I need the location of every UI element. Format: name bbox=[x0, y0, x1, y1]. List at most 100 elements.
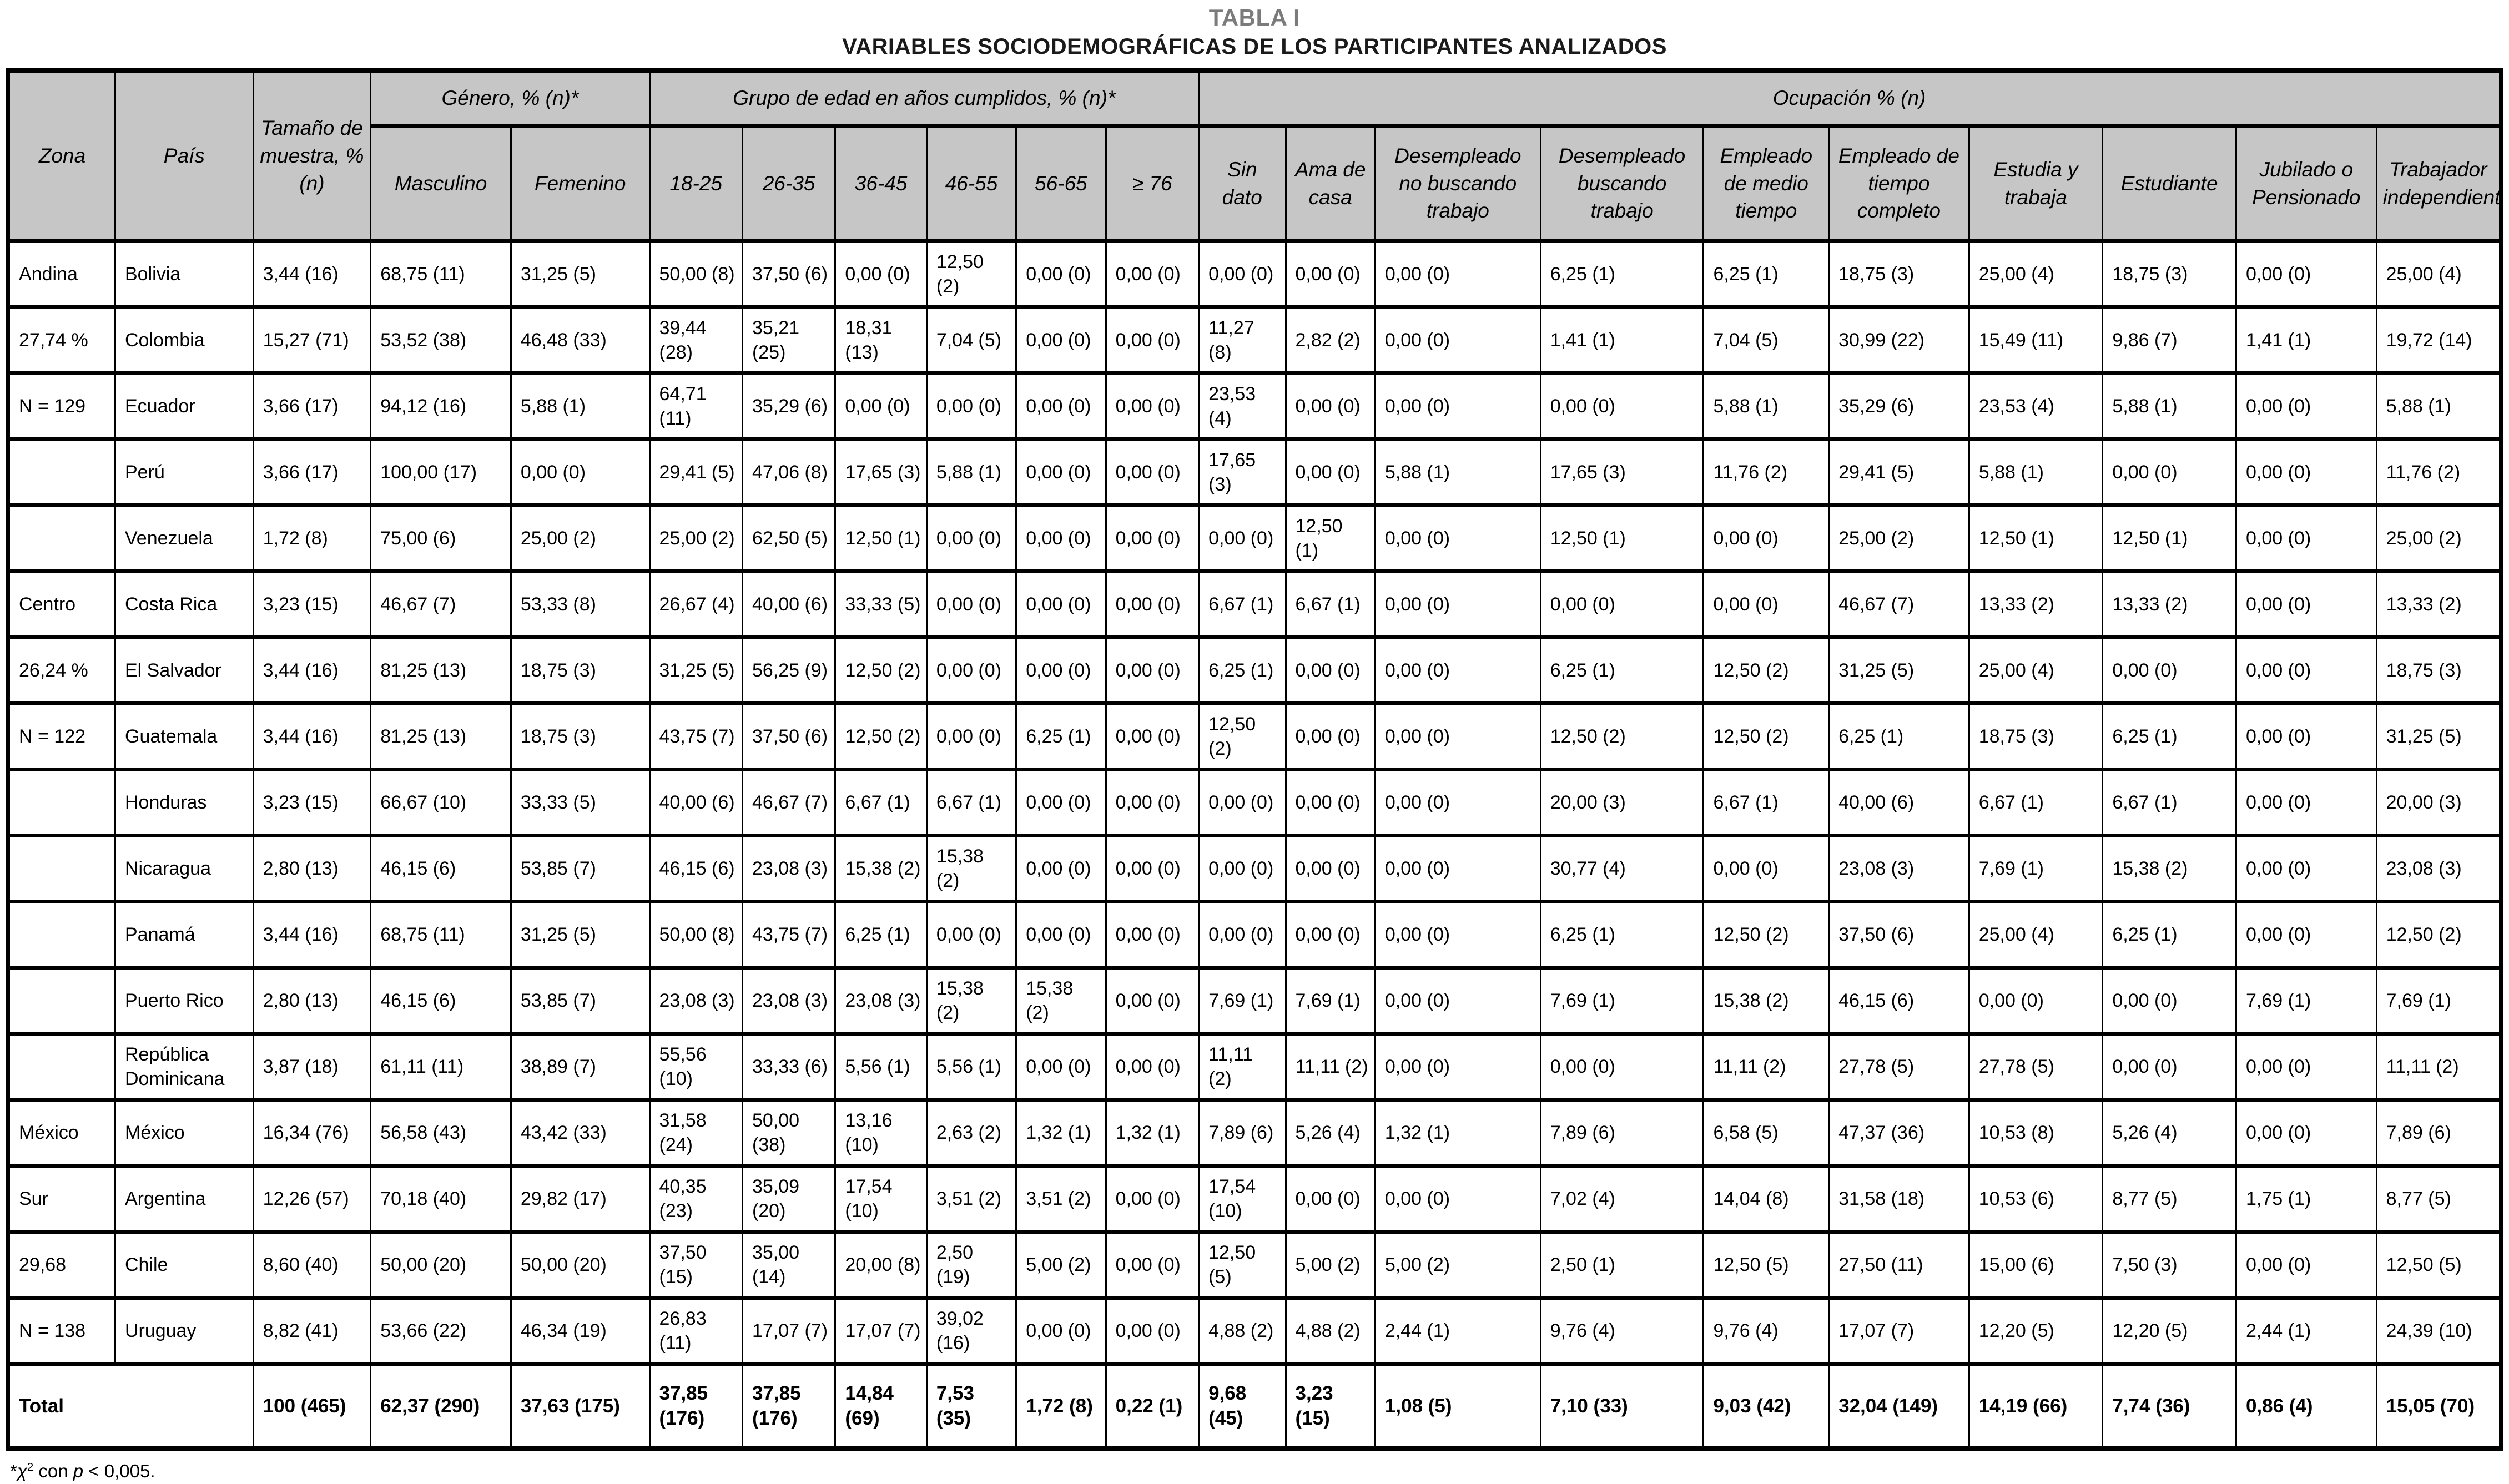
table-cell: 50,00 (8) bbox=[648, 240, 743, 308]
column-header: ≥ 76 bbox=[1105, 125, 1200, 242]
table-cell: 6,67 (1) bbox=[1284, 571, 1376, 638]
total-cell: 1,72 (8) bbox=[1015, 1363, 1107, 1449]
zona-cell: N = 138 bbox=[7, 1297, 116, 1365]
table-cell: 12,50 (2) bbox=[1702, 901, 1830, 968]
table-row: Sur Argentina 12,26 (57) 70,18 (40) 29,82 (1… bbox=[7, 1165, 2502, 1233]
table-cell: 47,37 (36) bbox=[1828, 1099, 1970, 1167]
zona-cell: Sur bbox=[7, 1165, 116, 1233]
table-cell: 0,00 (0) bbox=[1105, 306, 1200, 374]
table-cell: 20,00 (3) bbox=[1539, 769, 1705, 836]
pais-cell: Puerto Rico bbox=[114, 967, 254, 1034]
table-cell: 0,00 (0) bbox=[1702, 835, 1830, 902]
table-cell: 0,00 (0) bbox=[2235, 1033, 2377, 1101]
table-cell: 0,00 (0) bbox=[1702, 504, 1830, 572]
table-cell: 46,67 (7) bbox=[741, 769, 837, 836]
table-cell: 6,67 (1) bbox=[2102, 769, 2237, 836]
table-cell: 4,88 (2) bbox=[1284, 1297, 1376, 1365]
table-cell: 15,38 (2) bbox=[834, 835, 928, 902]
table-cell: 0,00 (0) bbox=[2102, 438, 2237, 506]
table-cell: 23,08 (3) bbox=[1828, 835, 1970, 902]
table-cell: 0,00 (0) bbox=[1374, 967, 1541, 1034]
table-cell: 6,67 (1) bbox=[925, 769, 1017, 836]
table-cell: 3,66 (17) bbox=[252, 372, 372, 440]
table-cell: 12,50 (5) bbox=[1702, 1231, 1830, 1299]
table-cell: 37,50 (6) bbox=[1828, 901, 1970, 968]
table-cell: 18,75 (3) bbox=[1828, 240, 1970, 308]
table-row: República Dominicana 3,87 (18) 61,11 (11) 3… bbox=[7, 1033, 2502, 1101]
table-cell: 6,25 (1) bbox=[1539, 637, 1705, 704]
table-cell: 31,25 (5) bbox=[510, 240, 651, 308]
table-cell: 23,08 (3) bbox=[2375, 835, 2502, 902]
table-cell: 0,00 (0) bbox=[2235, 372, 2377, 440]
table-cell: 0,00 (0) bbox=[1374, 835, 1541, 902]
pais-cell: Guatemala bbox=[114, 703, 254, 770]
table-cell: 0,00 (0) bbox=[1374, 1165, 1541, 1233]
table-cell: 100,00 (17) bbox=[370, 438, 512, 506]
table-cell: 0,00 (0) bbox=[1015, 769, 1107, 836]
table-cell: 0,00 (0) bbox=[1105, 1297, 1200, 1365]
table-cell: 12,50 (1) bbox=[1284, 504, 1376, 572]
header-group-row: Zona País Tamaño de muestra, % (n) Géner… bbox=[7, 69, 2502, 242]
table-cell: 11,76 (2) bbox=[2375, 438, 2502, 506]
table-cell: 31,25 (5) bbox=[1828, 637, 1970, 704]
table-cell: 0,00 (0) bbox=[1105, 769, 1200, 836]
table-cell: 17,07 (7) bbox=[834, 1297, 928, 1365]
table-cell: 2,80 (13) bbox=[252, 835, 372, 902]
table-cell: 0,00 (0) bbox=[1105, 1033, 1200, 1101]
column-header: Estudia y trabaja bbox=[1968, 125, 2104, 242]
table-cell: 0,00 (0) bbox=[1198, 240, 1287, 308]
table-row: 29,68 Chile 8,60 (40) 50,00 (20) 50,00 (20) 3… bbox=[7, 1231, 2502, 1299]
pais-cell: Chile bbox=[114, 1231, 254, 1299]
table-cell: 75,00 (6) bbox=[370, 504, 512, 572]
table-cell: 17,07 (7) bbox=[1828, 1297, 1970, 1365]
table-cell: 25,00 (2) bbox=[2375, 504, 2502, 572]
pais-cell: Ecuador bbox=[114, 372, 254, 440]
table-cell: 0,00 (0) bbox=[1198, 835, 1287, 902]
table-cell: 7,69 (1) bbox=[1539, 967, 1705, 1034]
table-cell: 9,86 (7) bbox=[2102, 306, 2237, 374]
pais-cell: Argentina bbox=[114, 1165, 254, 1233]
table-cell: 0,00 (0) bbox=[2235, 901, 2377, 968]
table-cell: 53,85 (7) bbox=[510, 967, 651, 1034]
table-cell: 29,41 (5) bbox=[648, 438, 743, 506]
table-cell: 7,69 (1) bbox=[1284, 967, 1376, 1034]
table-row: Honduras 3,23 (15) 66,67 (10) 33,33 (5) 40,0… bbox=[7, 769, 2502, 836]
table-row: Centro Costa Rica 3,23 (15) 46,67 (7) 53,33 … bbox=[7, 571, 2502, 638]
zona-cell bbox=[7, 769, 116, 836]
table-cell: 0,00 (0) bbox=[1284, 835, 1376, 902]
total-cell: 37,85 (176) bbox=[741, 1363, 837, 1449]
column-header: 46-55 bbox=[925, 125, 1017, 242]
table-cell: 3,44 (16) bbox=[252, 703, 372, 770]
table-cell: 81,25 (13) bbox=[370, 703, 512, 770]
table-cell: 17,07 (7) bbox=[741, 1297, 837, 1365]
table-cell: 5,56 (1) bbox=[834, 1033, 928, 1101]
table-cell: 11,11 (2) bbox=[1198, 1033, 1287, 1101]
table-cell: 0,00 (0) bbox=[1105, 967, 1200, 1034]
table-cell: 0,00 (0) bbox=[1015, 372, 1107, 440]
table-cell: 17,65 (3) bbox=[834, 438, 928, 506]
column-header-tamano: Tamaño de muestra, % (n) bbox=[252, 69, 372, 242]
total-cell: 0,22 (1) bbox=[1105, 1363, 1200, 1449]
table-cell: 0,00 (0) bbox=[1015, 306, 1107, 374]
table-cell: 6,67 (1) bbox=[1198, 571, 1287, 638]
zona-cell: 26,24 % bbox=[7, 637, 116, 704]
table-cell: 0,00 (0) bbox=[1198, 769, 1287, 836]
table-cell: 12,50 (1) bbox=[2102, 504, 2237, 572]
table-cell: 64,71 (11) bbox=[648, 372, 743, 440]
table-cell: 0,00 (0) bbox=[1105, 240, 1200, 308]
table-cell: 8,77 (5) bbox=[2375, 1165, 2502, 1233]
table-cell: 3,23 (15) bbox=[252, 571, 372, 638]
column-header: Jubilado o Pensionado bbox=[2235, 125, 2377, 242]
pais-cell: Uruguay bbox=[114, 1297, 254, 1365]
table-cell: 20,00 (8) bbox=[834, 1231, 928, 1299]
table-cell: 53,85 (7) bbox=[510, 835, 651, 902]
table-cell: 70,18 (40) bbox=[370, 1165, 512, 1233]
table-cell: 0,00 (0) bbox=[1015, 901, 1107, 968]
table-cell: 11,11 (2) bbox=[1284, 1033, 1376, 1101]
footnote: *χ2 con p < 0,005. bbox=[10, 1461, 2503, 1482]
table-cell: 40,35 (23) bbox=[648, 1165, 743, 1233]
table-cell: 2,82 (2) bbox=[1284, 306, 1376, 374]
table-cell: 0,00 (0) bbox=[1968, 967, 2104, 1034]
table-cell: 8,77 (5) bbox=[2102, 1165, 2237, 1233]
